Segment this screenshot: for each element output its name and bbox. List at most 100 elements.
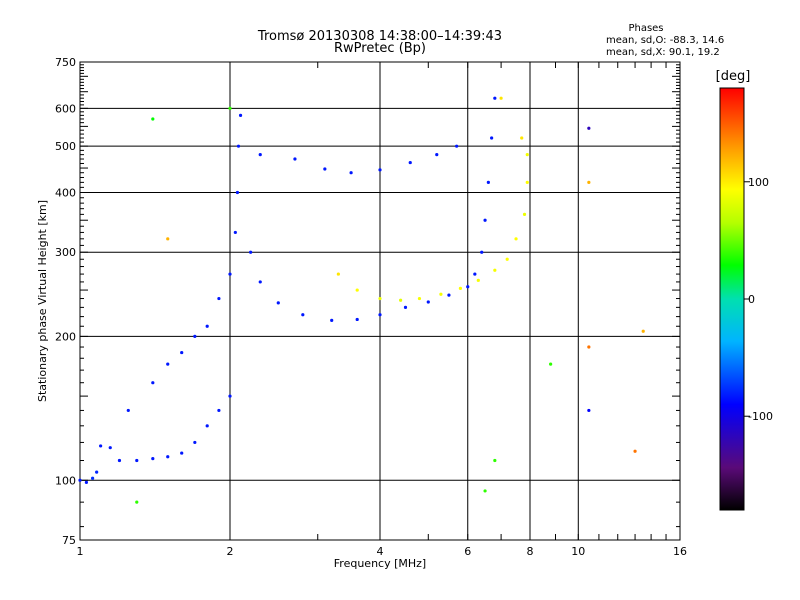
- data-point: [205, 324, 209, 328]
- colorbar-tick-label: 100: [748, 176, 769, 189]
- data-point: [180, 451, 184, 455]
- data-point: [435, 153, 439, 157]
- x-tick-label: 1: [77, 545, 84, 558]
- data-point: [349, 171, 353, 175]
- data-point: [217, 408, 221, 413]
- data-point: [587, 180, 591, 184]
- data-point: [476, 278, 480, 282]
- y-tick-label: 75: [62, 534, 76, 547]
- data-point: [486, 180, 490, 184]
- y-tick-label: 500: [55, 140, 76, 153]
- x-axis-label: Frequency [MHz]: [334, 557, 426, 570]
- data-point: [378, 168, 382, 172]
- data-point: [135, 500, 139, 504]
- data-point: [587, 345, 591, 349]
- data-point: [490, 136, 494, 140]
- data-point: [166, 362, 170, 366]
- data-point: [493, 96, 497, 100]
- data-point: [95, 470, 99, 474]
- data-point: [522, 212, 527, 216]
- data-point: [99, 444, 103, 448]
- data-point: [483, 489, 487, 493]
- colorbar-tick-label: -100: [748, 410, 773, 423]
- phases-line-x: mean, sd,X: 90.1, 19.2: [606, 47, 720, 58]
- data-point: [483, 218, 487, 222]
- data-point: [587, 126, 591, 130]
- data-point: [238, 113, 243, 117]
- phases-line-o: mean, sd,O: -88.3, 14.6: [606, 35, 724, 46]
- colorbar-label: [deg]: [716, 69, 751, 84]
- colorbar: [719, 87, 745, 511]
- data-point: [301, 313, 305, 317]
- data-point: [166, 237, 170, 241]
- data-point: [228, 272, 232, 276]
- data-point: [480, 250, 484, 254]
- data-point: [228, 394, 232, 398]
- data-point: [249, 250, 253, 254]
- data-point: [258, 153, 262, 157]
- data-point: [399, 298, 403, 302]
- x-tick-label: 6: [464, 545, 471, 558]
- data-point: [641, 329, 645, 333]
- y-tick-label: 200: [55, 330, 76, 343]
- data-point: [193, 440, 197, 445]
- data-point: [587, 408, 591, 413]
- data-point: [455, 144, 459, 148]
- data-point: [293, 157, 297, 161]
- data-point: [235, 190, 240, 195]
- data-point: [525, 153, 529, 157]
- data-point: [355, 288, 359, 292]
- y-tick-label: 750: [55, 56, 76, 69]
- data-point: [426, 300, 430, 304]
- x-axis: 1 2 4 6 8 10 16: [77, 62, 687, 558]
- x-tick-label: 16: [673, 545, 687, 558]
- data-point: [330, 318, 334, 323]
- y-tick-label: 400: [55, 186, 76, 199]
- data-point: [408, 160, 412, 165]
- x-tick-label: 8: [527, 545, 534, 558]
- data-point: [520, 136, 524, 140]
- data-point: [378, 296, 382, 301]
- y-tick-label: 100: [55, 474, 76, 487]
- data-point: [117, 458, 122, 463]
- data-point: [458, 286, 463, 291]
- chart-subtitle: RwPretec (Bp): [334, 41, 426, 56]
- data-point: [151, 457, 155, 461]
- colorbar-tick-label: 0: [748, 293, 755, 306]
- data-point: [180, 350, 184, 355]
- data-point: [228, 106, 232, 110]
- data-point: [135, 458, 139, 463]
- scatter-points: [78, 96, 645, 504]
- x-tick-label: 10: [571, 545, 585, 558]
- data-point: [514, 237, 518, 241]
- y-tick-label: 300: [55, 246, 76, 259]
- data-point: [633, 449, 637, 453]
- y-tick-label: 600: [55, 102, 76, 115]
- data-point: [493, 268, 497, 272]
- data-point: [417, 296, 422, 301]
- data-point: [193, 334, 197, 338]
- data-point: [336, 272, 340, 276]
- data-point: [499, 96, 503, 100]
- data-point: [466, 285, 470, 289]
- data-point: [126, 408, 130, 413]
- data-point: [323, 167, 327, 171]
- data-point: [355, 317, 359, 322]
- data-point: [151, 381, 155, 385]
- data-point: [236, 144, 241, 148]
- x-tick-label: 2: [227, 545, 234, 558]
- data-point: [233, 230, 237, 235]
- data-point: [78, 478, 82, 482]
- y-axis-label: Stationary phase Virtual Height [km]: [36, 200, 49, 402]
- data-point: [493, 458, 497, 463]
- data-point: [84, 480, 88, 484]
- grid-lines: [80, 62, 680, 540]
- data-point: [549, 362, 553, 366]
- x-tick-label: 4: [377, 545, 384, 558]
- data-point: [525, 180, 529, 184]
- data-point: [151, 117, 155, 121]
- chart-title: Tromsø 20130308 14:38:00–14:39:43: [257, 29, 502, 44]
- phases-title: Phases: [628, 23, 663, 34]
- data-point: [473, 272, 477, 276]
